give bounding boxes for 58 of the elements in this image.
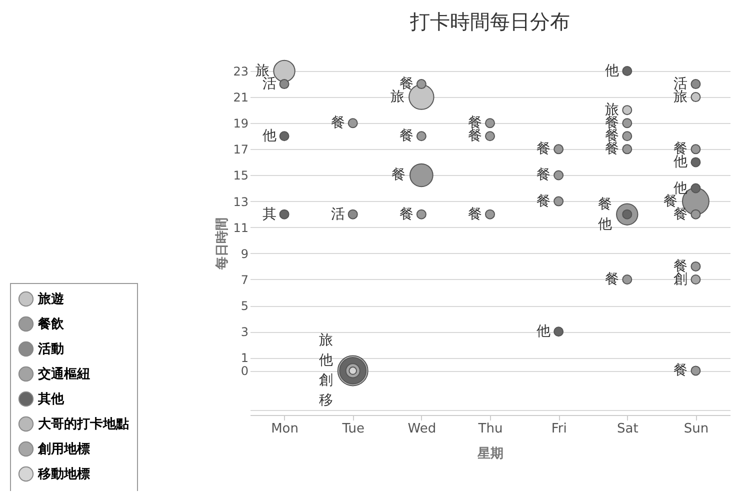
y-tick-label: 0 bbox=[240, 364, 248, 378]
data-label: 旅 bbox=[318, 332, 333, 349]
data-label: 餐 bbox=[391, 167, 406, 184]
legend-label: 旅遊 bbox=[37, 291, 65, 307]
x-tick-label: Sun bbox=[684, 422, 709, 436]
y-tick-label: 23 bbox=[233, 64, 248, 78]
x-tick-label: Sat bbox=[616, 422, 638, 436]
data-label: 餐 bbox=[536, 167, 551, 184]
data-label: 移 bbox=[318, 392, 333, 409]
y-tick-label: 11 bbox=[233, 220, 248, 235]
data-label: 餐 bbox=[605, 141, 620, 158]
y-tick-label: 7 bbox=[240, 272, 248, 287]
y-tick-label: 9 bbox=[240, 246, 248, 261]
data-label: 餐 bbox=[468, 206, 482, 222]
data-label: 餐 bbox=[598, 196, 612, 212]
data-label: 他 bbox=[605, 63, 620, 79]
legend-label: 創用地標 bbox=[37, 442, 90, 457]
x-tick-label: Tue bbox=[341, 422, 364, 436]
data-label: 其 bbox=[262, 206, 276, 222]
legend-label: 大哥的打卡地點 bbox=[38, 417, 129, 432]
legend-label: 交通樞紐 bbox=[37, 366, 90, 382]
data-label: 餐 bbox=[399, 206, 414, 222]
legend-label: 活動 bbox=[37, 342, 64, 357]
y-tick-label: 17 bbox=[233, 142, 248, 157]
data-label: 他 bbox=[536, 324, 551, 340]
x-tick-label: Mon bbox=[271, 422, 298, 436]
data-label: 餐 bbox=[605, 271, 620, 288]
y-tick-label: 13 bbox=[233, 194, 248, 209]
data-label: 餐 bbox=[468, 128, 482, 144]
y-axis-title: 每日時間 bbox=[215, 218, 230, 270]
y-tick-label: 3 bbox=[240, 325, 248, 340]
data-label: 創 bbox=[674, 271, 688, 288]
data-label: 餐 bbox=[536, 193, 551, 210]
data-label: 餐 bbox=[674, 362, 688, 379]
y-tick-label: 1 bbox=[240, 351, 248, 366]
data-label: 他 bbox=[318, 352, 333, 369]
data-label: 餐 bbox=[536, 141, 551, 158]
data-label: 他 bbox=[262, 128, 276, 144]
y-tick-label: 15 bbox=[233, 168, 248, 183]
legend-label: 餐飲 bbox=[37, 317, 65, 332]
data-label: 旅 bbox=[674, 89, 688, 106]
x-tick-label: Fri bbox=[551, 422, 567, 436]
x-tick-label: Wed bbox=[408, 422, 436, 436]
x-tick-label: Thu bbox=[477, 422, 503, 436]
data-label: 創 bbox=[318, 372, 333, 389]
y-tick-label: 19 bbox=[233, 116, 248, 131]
x-axis-title: 星期 bbox=[476, 446, 504, 462]
data-label: 他 bbox=[598, 216, 612, 232]
data-label: 餐 bbox=[399, 128, 414, 144]
legend-label: 其他 bbox=[37, 392, 65, 407]
y-tick-label: 5 bbox=[240, 299, 248, 314]
legend-label: 移動地標 bbox=[37, 467, 90, 482]
chart-title: 打卡時間每日分布 bbox=[409, 9, 570, 34]
y-tick-label: 21 bbox=[233, 90, 248, 105]
data-label: 活 bbox=[330, 206, 345, 222]
data-label: 活 bbox=[262, 76, 276, 92]
data-label: 餐 bbox=[330, 115, 345, 132]
data-label: 他 bbox=[674, 154, 688, 170]
